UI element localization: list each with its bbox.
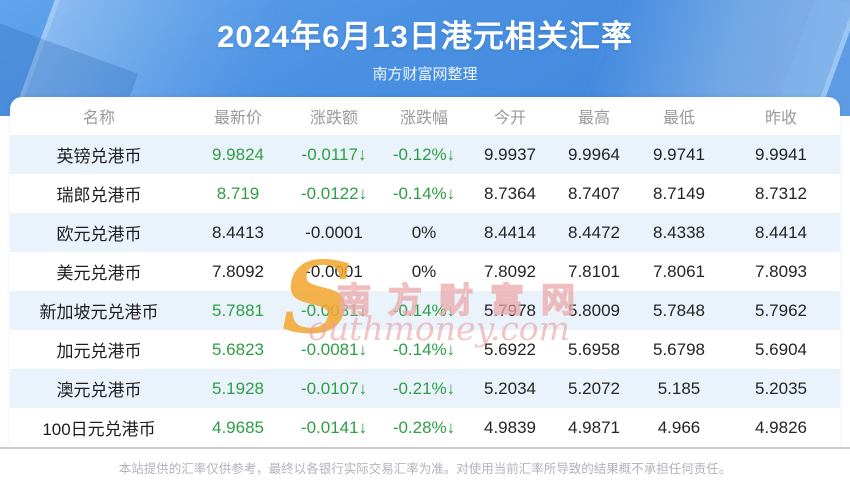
value-cell: -0.0001 — [305, 261, 363, 281]
page-subtitle: 南方财富网整理 — [372, 66, 478, 83]
value-cell: 4.966 — [657, 417, 701, 437]
value-cell: 7.8092 — [212, 261, 264, 281]
column-header: 今开 — [493, 110, 526, 127]
column-header: 涨跌幅 — [399, 110, 448, 127]
table-row: 100日元兑港币 4.9685 -0.0141↓ -0.28%↓ 4.9839 4.987… — [10, 408, 840, 447]
table-row: 美元兑港币 7.8092 -0.0001 0% 7.8092 7.8101 7.8061 7.… — [10, 252, 840, 291]
value-cell: -0.0107↓ — [300, 378, 368, 398]
value-cell: 4.9685 — [212, 417, 264, 437]
value-cell: 4.9871 — [568, 417, 620, 437]
pair-name-cell: 新加坡元兑港币 — [39, 303, 159, 322]
hero-banner — [0, 0, 850, 116]
table-row: 英镑兑港币 9.9824 -0.0117↓ -0.12%↓ 9.9937 9.9964 9.… — [10, 135, 840, 174]
value-cell: 9.9824 — [212, 144, 264, 164]
value-cell: -0.0081↓ — [300, 300, 368, 320]
value-cell: 8.7407 — [568, 183, 620, 203]
value-cell: 8.4413 — [212, 222, 264, 242]
value-cell: 5.7881 — [212, 300, 264, 320]
value-cell: 7.8101 — [568, 261, 620, 281]
value-cell: -0.14%↓ — [392, 339, 456, 359]
value-cell: 9.9964 — [568, 144, 620, 164]
value-cell: 5.2034 — [484, 378, 536, 398]
value-cell: 9.9741 — [653, 144, 705, 164]
rates-table-card: 名称 最新价 涨跌额 涨跌幅 今开 最高 最低 昨收 英镑兑港币 9.9824 -0.0117↓ -… — [10, 97, 840, 447]
value-cell: 7.8092 — [484, 261, 536, 281]
value-cell: 7.8093 — [755, 261, 807, 281]
value-cell: -0.12%↓ — [392, 144, 456, 164]
pair-name-cell: 美元兑港币 — [56, 264, 142, 283]
value-cell: 8.4338 — [653, 222, 705, 242]
column-header: 最低 — [662, 110, 695, 127]
value-cell: 8.4472 — [568, 222, 620, 242]
value-cell: 5.1928 — [212, 378, 264, 398]
pair-name-cell: 瑞郎兑港币 — [56, 186, 142, 205]
column-header: 昨收 — [764, 110, 797, 127]
table-row: 加元兑港币 5.6823 -0.0081↓ -0.14%↓ 5.6922 5.6958 5.… — [10, 330, 840, 369]
value-cell: 0% — [411, 222, 437, 242]
value-cell: 5.6798 — [653, 339, 705, 359]
value-cell: 5.6904 — [755, 339, 807, 359]
value-cell: -0.0081↓ — [300, 339, 368, 359]
value-cell: -0.0001 — [305, 222, 363, 242]
value-cell: -0.14%↓ — [392, 183, 456, 203]
value-cell: 5.6823 — [212, 339, 264, 359]
disclaimer-text: 本站提供的汇率仅供参考，最终以各银行实际交易汇率为准。对使用当前汇率所导致的结果… — [118, 462, 732, 476]
value-cell: 5.7848 — [653, 300, 705, 320]
value-cell: 5.7978 — [484, 300, 536, 320]
value-cell: 5.2035 — [755, 378, 807, 398]
pair-name-cell: 欧元兑港币 — [56, 225, 142, 244]
value-cell: -0.21%↓ — [392, 378, 456, 398]
column-header: 最高 — [577, 110, 610, 127]
value-cell: 7.8061 — [653, 261, 705, 281]
exchange-rates-table: 名称 最新价 涨跌额 涨跌幅 今开 最高 最低 昨收 英镑兑港币 9.9824 -0.0117↓ -… — [10, 97, 840, 447]
value-cell: 0% — [411, 261, 437, 281]
table-row: 欧元兑港币 8.4413 -0.0001 0% 8.4414 8.4472 8.4338 8.… — [10, 213, 840, 252]
pair-name-cell: 英镑兑港币 — [56, 147, 142, 166]
value-cell: 5.6922 — [484, 339, 536, 359]
value-cell: 5.6958 — [568, 339, 620, 359]
page-title: 2024年6月13日港元相关汇率 — [217, 19, 633, 54]
value-cell: 4.9839 — [484, 417, 536, 437]
value-cell: 5.2072 — [568, 378, 620, 398]
value-cell: 8.719 — [216, 183, 260, 203]
value-cell: 9.9941 — [755, 144, 807, 164]
table-header-row: 名称 最新价 涨跌额 涨跌幅 今开 最高 最低 昨收 — [10, 97, 840, 135]
value-cell: 9.9937 — [484, 144, 536, 164]
value-cell: -0.0122↓ — [300, 183, 368, 203]
column-header: 涨跌额 — [309, 110, 358, 127]
value-cell: 5.185 — [657, 378, 701, 398]
value-cell: -0.14%↓ — [392, 300, 456, 320]
value-cell: -0.0141↓ — [300, 417, 368, 437]
footer-divider — [0, 447, 850, 449]
value-cell: 4.9826 — [755, 417, 807, 437]
value-cell: 8.7312 — [755, 183, 807, 203]
value-cell: 8.7149 — [653, 183, 705, 203]
column-header: 名称 — [82, 110, 115, 127]
pair-name-cell: 加元兑港币 — [56, 342, 142, 361]
column-header: 最新价 — [213, 110, 262, 127]
pair-name-cell: 100日元兑港币 — [42, 420, 156, 439]
value-cell: 8.7364 — [484, 183, 536, 203]
pair-name-cell: 澳元兑港币 — [56, 381, 142, 400]
table-row: 瑞郎兑港币 8.719 -0.0122↓ -0.14%↓ 8.7364 8.7407 8.7… — [10, 174, 840, 213]
table-row: 澳元兑港币 5.1928 -0.0107↓ -0.21%↓ 5.2034 5.2072 5.… — [10, 369, 840, 408]
value-cell: -0.0117↓ — [301, 144, 367, 164]
value-cell: 8.4414 — [755, 222, 807, 242]
table-row: 新加坡元兑港币 5.7881 -0.0081↓ -0.14%↓ 5.7978 5.8009… — [10, 291, 840, 330]
value-cell: 5.8009 — [568, 300, 620, 320]
value-cell: -0.28%↓ — [392, 417, 456, 437]
value-cell: 5.7962 — [755, 300, 807, 320]
value-cell: 8.4414 — [484, 222, 536, 242]
